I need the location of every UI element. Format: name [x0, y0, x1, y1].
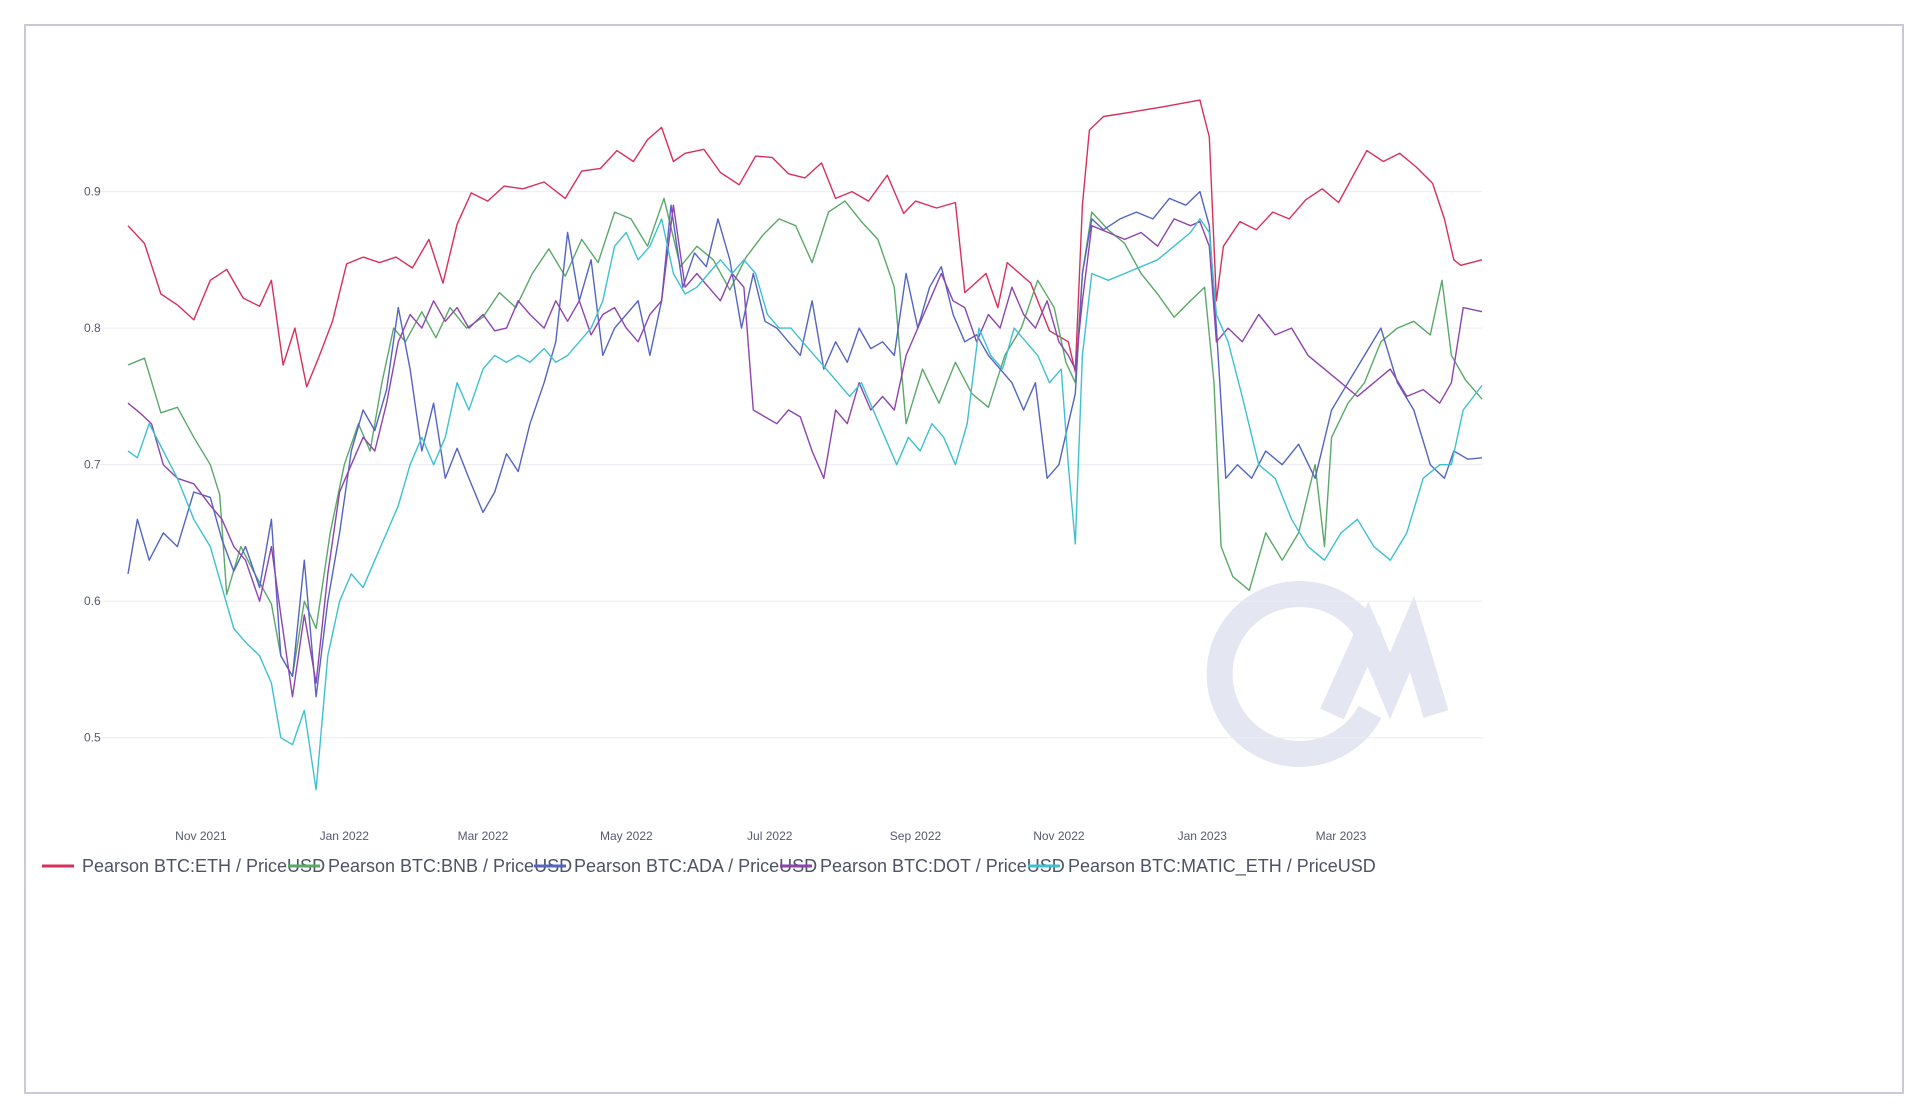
cm-watermark-logo: [1206, 581, 1449, 767]
x-tick-label: Nov 2021: [175, 829, 227, 843]
series-line-2: [127, 197, 1483, 677]
legend-label: Pearson BTC:DOT / PriceUSD: [820, 856, 1065, 876]
legend-item-2[interactable]: Pearson BTC:BNB / PriceUSD: [288, 856, 572, 876]
legend-label: Pearson BTC:MATIC_ETH / PriceUSD: [1068, 856, 1376, 877]
x-tick-label: Nov 2022: [1033, 829, 1085, 843]
y-axis: 0.5 0.6 0.7 0.8 0.9: [84, 185, 101, 745]
series-line-1: [127, 99, 1483, 388]
legend-item-5[interactable]: Pearson BTC:MATIC_ETH / PriceUSD: [1028, 856, 1376, 877]
chart-frame: 0.5 0.6 0.7 0.8 0.9 Nov 2021 Jan 2022 Mar 2022…: [24, 24, 1904, 1094]
series-line-5: [127, 218, 1483, 791]
grid-lines: [98, 191, 1482, 739]
series-line-4: [127, 204, 1483, 698]
x-tick-label: Jan 2023: [1178, 829, 1228, 843]
x-tick-label: Mar 2023: [1316, 829, 1367, 843]
y-tick-label: 0.9: [84, 185, 101, 199]
watermark-m-shape: [1320, 595, 1449, 720]
x-tick-label: Mar 2022: [458, 829, 509, 843]
legend-label: Pearson BTC:BNB / PriceUSD: [328, 856, 572, 876]
series-line-3: [127, 190, 1483, 698]
y-tick-label: 0.8: [84, 321, 101, 335]
legend-item-4[interactable]: Pearson BTC:DOT / PriceUSD: [780, 856, 1065, 876]
y-tick-label: 0.6: [84, 594, 101, 608]
legend-item-3[interactable]: Pearson BTC:ADA / PriceUSD: [534, 856, 817, 876]
x-tick-label: Jan 2022: [320, 829, 370, 843]
x-axis: Nov 2021 Jan 2022 Mar 2022 May 2022 Jul 2022…: [175, 829, 1366, 843]
legend-label: Pearson BTC:ADA / PriceUSD: [574, 856, 817, 876]
x-tick-label: Jul 2022: [747, 829, 793, 843]
x-tick-label: Sep 2022: [890, 829, 942, 843]
watermark-c-shape: [1206, 581, 1382, 767]
correlation-chart: 0.5 0.6 0.7 0.8 0.9 Nov 2021 Jan 2022 Mar 2022…: [42, 99, 1483, 877]
legend: Pearson BTC:ETH / PriceUSD Pearson BTC:BN…: [42, 856, 1376, 877]
y-tick-label: 0.5: [84, 731, 101, 745]
x-tick-label: May 2022: [600, 829, 653, 843]
legend-label: Pearson BTC:ETH / PriceUSD: [82, 856, 325, 876]
y-tick-label: 0.7: [84, 458, 101, 472]
series-lines: [127, 99, 1483, 791]
legend-item-1[interactable]: Pearson BTC:ETH / PriceUSD: [42, 856, 325, 876]
